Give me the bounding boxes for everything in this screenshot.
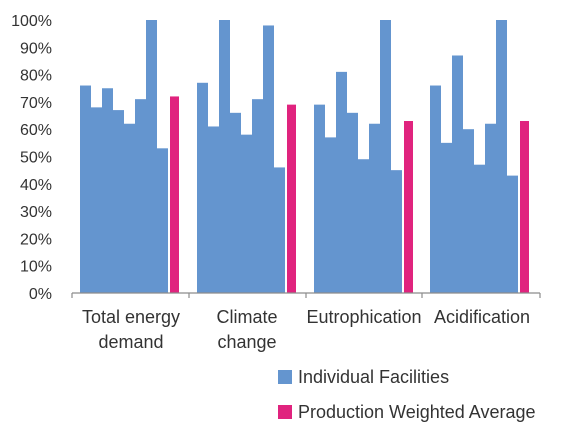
- bar-individual-3-7: [507, 175, 518, 293]
- legend-swatch-weighted-average: [278, 405, 292, 419]
- bar-individual-0-2: [102, 88, 113, 293]
- y-tick-label-7: 70%: [20, 95, 52, 112]
- bar-individual-2-7: [391, 170, 402, 293]
- legend-swatch-individual: [278, 370, 292, 384]
- bar-individual-0-0: [80, 85, 91, 294]
- bar-individual-3-0: [430, 85, 441, 294]
- bar-individual-3-1: [441, 142, 452, 293]
- x-axis-ticks: [71, 293, 541, 298]
- bar-individual-0-6: [146, 20, 157, 293]
- bar-individual-2-4: [358, 159, 369, 293]
- category-label-3-0: Acidification: [434, 307, 530, 327]
- y-tick-label-3: 30%: [20, 204, 52, 221]
- y-tick-label-9: 90%: [20, 40, 52, 57]
- bar-individual-2-0: [314, 104, 325, 293]
- bar-individual-3-5: [485, 123, 496, 294]
- bar-weighted-average-1: [287, 104, 296, 293]
- category-label-0-0: Total energy: [82, 307, 180, 327]
- bar-weighted-average-2: [404, 121, 413, 293]
- bar-individual-1-4: [241, 134, 252, 293]
- bar-individual-2-2: [336, 71, 347, 294]
- bar-individual-0-3: [113, 110, 124, 293]
- bar-individual-1-6: [263, 25, 274, 294]
- bar-individual-0-7: [157, 148, 168, 293]
- bars: [80, 20, 529, 294]
- bar-individual-2-1: [325, 137, 336, 293]
- bar-individual-1-7: [274, 167, 285, 293]
- bar-individual-2-3: [347, 112, 358, 293]
- bar-individual-1-0: [197, 82, 208, 293]
- bar-individual-1-5: [252, 99, 263, 293]
- category-labels: Total energy demand Climate change Eutrophic…: [82, 307, 530, 352]
- bar-individual-3-4: [474, 164, 485, 293]
- y-axis-ticks: 0% 10% 20% 30% 40% 50% 60% 70% 80% 90% 100%: [11, 13, 52, 303]
- category-label-1-1: change: [217, 332, 276, 352]
- category-label-0-1: demand: [98, 332, 163, 352]
- category-label-2-0: Eutrophication: [306, 307, 421, 327]
- legend-label-weighted-average: Production Weighted Average: [298, 402, 536, 422]
- y-tick-label-4: 40%: [20, 177, 52, 194]
- bar-individual-1-1: [208, 126, 219, 293]
- category-label-1-0: Climate: [216, 307, 277, 327]
- legend-label-individual: Individual Facilities: [298, 367, 449, 387]
- bar-individual-2-5: [369, 123, 380, 294]
- bar-individual-3-6: [496, 20, 507, 293]
- bar-weighted-average-3: [520, 121, 529, 293]
- bar-individual-3-3: [463, 129, 474, 293]
- y-tick-label-5: 50%: [20, 150, 52, 167]
- y-tick-label-6: 60%: [20, 122, 52, 139]
- y-tick-label-0: 0%: [29, 286, 52, 303]
- bar-individual-0-4: [124, 123, 135, 294]
- bar-individual-2-6: [380, 20, 391, 293]
- bar-individual-0-1: [91, 107, 102, 293]
- y-tick-label-8: 80%: [20, 68, 52, 85]
- y-tick-label-10: 100%: [11, 13, 52, 30]
- bar-individual-3-2: [452, 55, 463, 293]
- y-tick-label-1: 10%: [20, 259, 52, 276]
- bar-weighted-average-0: [170, 96, 179, 293]
- bar-individual-1-3: [230, 112, 241, 293]
- bar-individual-1-2: [219, 20, 230, 293]
- y-tick-label-2: 20%: [20, 231, 52, 248]
- bar-individual-0-5: [135, 99, 146, 293]
- legend: Individual Facilities Production Weighte…: [278, 367, 536, 422]
